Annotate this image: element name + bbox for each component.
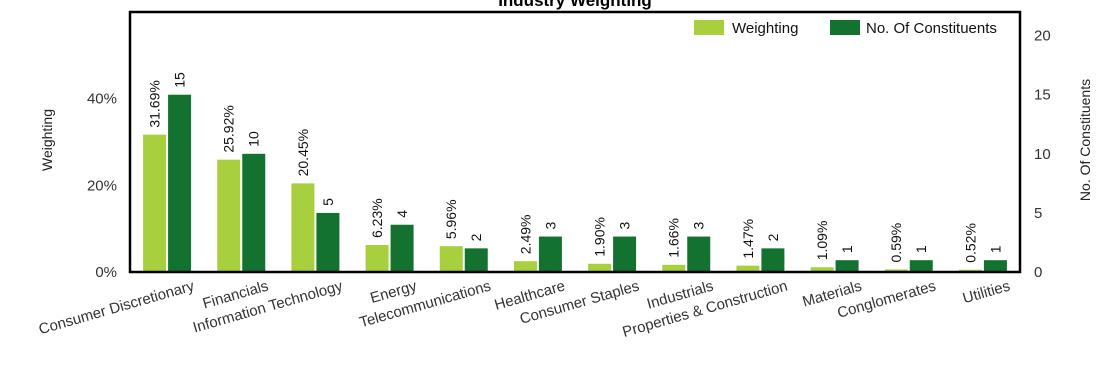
category-labels: Consumer Discretionary FinancialsInformat…: [37, 277, 1012, 341]
y-axis-right-ticks: 0 5 10 15 20: [1034, 28, 1051, 281]
y-right-tick-label: 20: [1034, 28, 1051, 45]
constituents-value-label: 1: [839, 245, 855, 253]
y-right-tick-label: 0: [1034, 264, 1042, 281]
constituents-bar: [390, 224, 414, 272]
weighting-value-label: 31.69%: [147, 80, 163, 127]
weighting-bar: [291, 183, 315, 272]
constituents-value-label: 15: [172, 72, 188, 88]
chart-title: Industry Weighting: [498, 0, 652, 10]
constituents-value-label: 3: [691, 222, 707, 230]
constituents-value-label: 4: [394, 210, 410, 218]
y-left-tick-label: 20%: [87, 177, 117, 194]
weighting-value-label: 1.47%: [740, 219, 756, 259]
legend-label: No. Of Constituents: [866, 20, 997, 37]
constituents-bar: [761, 248, 785, 272]
constituents-bar: [909, 260, 933, 272]
constituents-value-label: 3: [542, 222, 558, 230]
weighting-value-label: 25.92%: [221, 105, 237, 152]
constituents-bar: [835, 260, 859, 272]
weighting-bar: [439, 246, 463, 272]
weighting-bar: [662, 264, 686, 272]
constituents-value-label: 5: [320, 198, 336, 206]
constituents-bar: [168, 94, 192, 273]
weighting-bar: [884, 269, 908, 272]
y-right-tick-label: 15: [1034, 87, 1051, 104]
weighting-value-label: 5.96%: [443, 199, 459, 239]
legend: Weighting No. Of Constituents: [694, 20, 997, 37]
weighting-bar: [217, 159, 241, 272]
weighting-value-label: 2.49%: [517, 215, 533, 255]
y-axis-left-ticks: 0% 20% 40%: [87, 91, 117, 281]
y-right-tick-label: 10: [1034, 146, 1051, 163]
weighting-value-label: 0.52%: [962, 223, 978, 263]
constituents-value-label: 1: [913, 245, 929, 253]
weighting-bar: [365, 245, 389, 272]
y-axis-left-label-group: Weighting: [39, 109, 55, 171]
constituents-bar: [687, 236, 711, 272]
y-axis-right-label-group: No. Of Constituents: [1077, 79, 1093, 201]
weighting-value-label: 6.23%: [369, 198, 385, 238]
constituents-value-label: 1: [987, 245, 1003, 253]
weighting-value-label: 1.90%: [592, 217, 608, 257]
bars: [143, 94, 1007, 273]
constituents-value-label: 2: [468, 233, 484, 241]
weighting-bar: [736, 265, 760, 272]
weighting-bar: [588, 263, 612, 272]
y-right-tick-label: 5: [1034, 205, 1042, 222]
constituents-bar: [538, 236, 562, 272]
weighting-value-label: 1.66%: [666, 218, 682, 258]
category-label: Consumer Discretionary: [37, 277, 197, 338]
constituents-bar: [613, 236, 637, 272]
legend-label: Weighting: [732, 20, 798, 37]
constituents-bar: [242, 153, 266, 272]
constituents-bar: [464, 248, 488, 272]
value-labels: 31.69% 15 25.92% 10 20.45% 5 6.23% 4 5.96% 2 2.49%…: [147, 72, 1004, 263]
legend-swatch: [830, 20, 860, 35]
weighting-value-label: 0.59%: [888, 223, 904, 263]
y-axis-right-label: No. Of Constituents: [1077, 79, 1093, 201]
weighting-value-label: 1.09%: [814, 221, 830, 261]
constituents-value-label: 3: [617, 222, 633, 230]
constituents-value-label: 10: [246, 131, 262, 147]
weighting-bar: [513, 261, 537, 272]
constituents-bar: [983, 260, 1007, 272]
y-left-tick-label: 0%: [95, 264, 117, 281]
y-axis-left-label: Weighting: [39, 109, 55, 171]
category-label: Utilities: [961, 278, 1012, 308]
legend-swatch: [694, 20, 724, 35]
weighting-bar: [810, 267, 834, 272]
weighting-bar: [143, 134, 167, 272]
plot-frame: [128, 10, 1022, 274]
y-left-tick-label: 40%: [87, 91, 117, 108]
constituents-bar: [316, 212, 340, 272]
weighting-value-label: 20.45%: [295, 129, 311, 176]
constituents-value-label: 2: [765, 233, 781, 241]
